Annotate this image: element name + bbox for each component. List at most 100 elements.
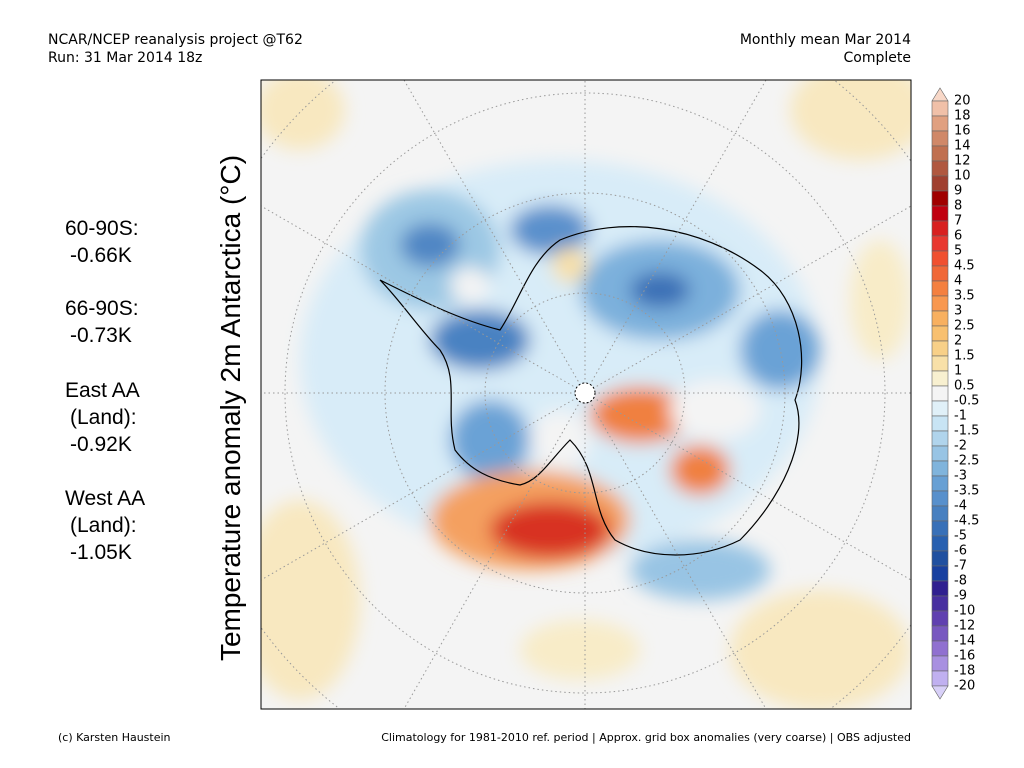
colorbar-box: [931, 475, 949, 492]
colorbar-box: [931, 595, 949, 612]
colorbar-label: -10: [954, 604, 975, 619]
colorbar-label: 12: [954, 154, 971, 169]
stat-line: -0.73K: [70, 324, 132, 347]
header-line: Run: 31 Mar 2014 18z: [48, 50, 202, 66]
colorbar-box: [931, 295, 949, 312]
colorbar-box: [931, 460, 949, 477]
colorbar-label: 10: [954, 169, 971, 184]
colorbar-box: [931, 565, 949, 582]
stat-line: 60-90S:: [65, 217, 139, 240]
colorbar-label: -1.5: [954, 424, 979, 439]
stats: 60-90S: -0.66K 66-90S: -0.73K East AA (Land):…: [65, 217, 145, 564]
stat-line: -0.66K: [70, 244, 132, 267]
stat-line: 66-90S:: [65, 297, 139, 320]
colorbar-label: 20: [954, 94, 971, 109]
colorbar-label: 1: [954, 364, 962, 379]
stat-line: East AA: [65, 379, 140, 402]
colorbar-box: [931, 490, 949, 507]
axis-label: Temperature anomaly 2m Antarctica (°C): [215, 155, 246, 661]
colorbar-box: [931, 430, 949, 447]
colorbar-box: [931, 265, 949, 282]
colorbar-box: [931, 580, 949, 597]
colorbar-label: 7: [954, 214, 962, 229]
colorbar-box: [931, 670, 949, 687]
header-line: NCAR/NCEP reanalysis project @T62: [48, 32, 303, 48]
colorbar-box: [931, 100, 949, 117]
colorbar: 201816141210987654.543.532.521.510.5-0.5…: [931, 87, 979, 700]
footer-right: Climatology for 1981-2010 ref. period | …: [381, 731, 911, 744]
colorbar-label: -3.5: [954, 484, 979, 499]
colorbar-box: [931, 235, 949, 252]
colorbar-label: -14: [954, 634, 975, 649]
colorbar-label: 8: [954, 199, 962, 214]
colorbar-label: 16: [954, 124, 971, 139]
map-frame: [260, 79, 912, 710]
colorbar-box: [931, 610, 949, 627]
header-line: Monthly mean Mar 2014: [740, 32, 911, 48]
colorbar-box: [931, 115, 949, 132]
colorbar-box: [931, 175, 949, 192]
colorbar-label: -9: [954, 589, 967, 604]
colorbar-label: 9: [954, 184, 962, 199]
colorbar-label: -1: [954, 409, 967, 424]
colorbar-label: -4.5: [954, 514, 979, 529]
colorbar-label: 1.5: [954, 349, 975, 364]
stat-line: (Land):: [70, 406, 137, 429]
colorbar-box: [931, 205, 949, 222]
colorbar-box: [931, 625, 949, 642]
stat-line: (Land):: [70, 514, 137, 537]
colorbar-box: [931, 340, 949, 357]
colorbar-end: [931, 685, 949, 700]
colorbar-box: [931, 400, 949, 417]
colorbar-box: [931, 370, 949, 387]
colorbar-box: [931, 325, 949, 342]
colorbar-label: -5: [954, 529, 967, 544]
stat-line: West AA: [65, 487, 145, 510]
colorbar-label: -2.5: [954, 454, 979, 469]
colorbar-box: [931, 550, 949, 567]
colorbar-label: -4: [954, 499, 967, 514]
footer-left: (c) Karsten Haustein: [58, 731, 171, 744]
colorbar-box: [931, 445, 949, 462]
colorbar-box: [931, 190, 949, 207]
colorbar-box: [931, 535, 949, 552]
colorbar-label: 6: [954, 229, 962, 244]
colorbar-box: [931, 640, 949, 657]
map: [261, 80, 911, 709]
colorbar-label: 4.5: [954, 259, 975, 274]
colorbar-box: [931, 415, 949, 432]
stat-line: -0.92K: [70, 433, 132, 456]
colorbar-label: 3: [954, 304, 962, 319]
colorbar-label: 4: [954, 274, 962, 289]
colorbar-label: 5: [954, 244, 962, 259]
colorbar-box: [931, 250, 949, 267]
colorbar-box: [931, 355, 949, 372]
colorbar-label: 0.5: [954, 379, 975, 394]
colorbar-box: [931, 130, 949, 147]
colorbar-label: -8: [954, 574, 967, 589]
colorbar-label: -18: [954, 664, 975, 679]
colorbar-box: [931, 310, 949, 327]
colorbar-label: 3.5: [954, 289, 975, 304]
colorbar-label: 14: [954, 139, 971, 154]
colorbar-box: [931, 520, 949, 537]
colorbar-label: 18: [954, 109, 971, 124]
colorbar-label: -16: [954, 649, 975, 664]
colorbar-box: [931, 145, 949, 162]
colorbar-box: [931, 655, 949, 672]
colorbar-box: [931, 160, 949, 177]
colorbar-label: -2: [954, 439, 967, 454]
colorbar-label: -0.5: [954, 394, 979, 409]
colorbar-box: [931, 505, 949, 522]
colorbar-label: 2: [954, 334, 962, 349]
header-line: Complete: [844, 50, 911, 66]
colorbar-box: [931, 220, 949, 237]
colorbar-label: 2.5: [954, 319, 975, 334]
colorbar-box: [931, 280, 949, 297]
stat-line: -1.05K: [70, 541, 132, 564]
colorbar-box: [931, 385, 949, 402]
colorbar-label: -3: [954, 469, 967, 484]
colorbar-label: -7: [954, 559, 967, 574]
